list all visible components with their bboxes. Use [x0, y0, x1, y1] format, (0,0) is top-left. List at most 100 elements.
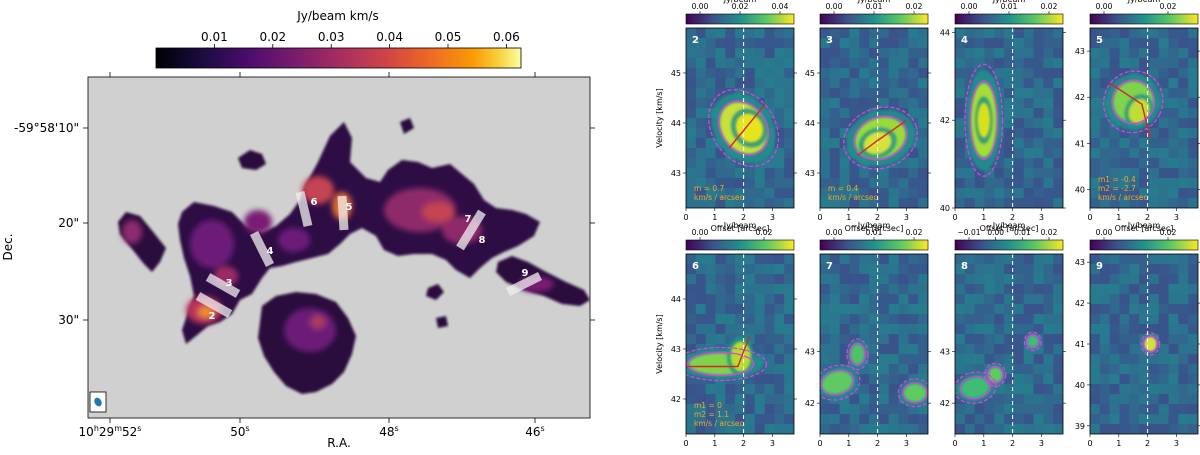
pv-noise-cell	[1090, 294, 1101, 305]
pv-noise-cell	[1119, 58, 1130, 69]
pv-noise-cell	[1168, 314, 1179, 325]
pv-noise-cell	[955, 58, 966, 69]
pv-noise-cell	[898, 364, 909, 375]
pv-noise-cell	[1119, 384, 1130, 395]
emission-clumps	[118, 118, 590, 394]
pv-noise-cell	[829, 264, 841, 275]
pv-noise-cell	[849, 424, 860, 434]
pv-noise-cell	[1013, 324, 1025, 335]
pv-noise-cell	[955, 324, 966, 335]
pv-noise-cell	[764, 68, 775, 79]
pv-noise-cell	[1090, 334, 1101, 345]
pv-noise-cell	[1168, 344, 1179, 355]
pv-noise-cell	[1033, 108, 1044, 119]
pv-noise-cell	[1148, 148, 1160, 159]
pv-noise-cell	[1158, 128, 1170, 139]
pv-noise-cell	[715, 374, 726, 385]
pv-noise-cell	[1023, 88, 1035, 99]
pv-colorbar	[1089, 239, 1199, 251]
pv-noise-cell	[984, 424, 995, 434]
pv-noise-cell	[918, 364, 928, 375]
pv-noise-cell	[829, 168, 841, 179]
pv-contour-inner	[1026, 334, 1040, 349]
pv-noise-cell	[1053, 108, 1063, 119]
pv-noise-cell	[918, 58, 928, 69]
pv-noise-cell	[1013, 334, 1025, 345]
pv-noise-cell	[1158, 168, 1170, 179]
ra-tick-value: 48	[379, 425, 394, 439]
pv-noise-cell	[984, 254, 995, 265]
pv-noise-cell	[705, 168, 716, 179]
pv-noise-cell	[1013, 128, 1025, 139]
pv-noise-cell	[994, 188, 1005, 199]
pv-noise-cell	[1090, 78, 1101, 89]
pv-noise-cell	[695, 188, 707, 199]
pv-noise-cell	[1013, 344, 1025, 355]
pv-noise-cell	[1053, 88, 1063, 99]
pv-noise-cell	[1178, 364, 1189, 375]
pv-noise-cell	[1033, 364, 1044, 375]
pv-noise-cell	[754, 374, 766, 385]
pv-noise-cell	[955, 98, 966, 109]
pv-noise-cell	[869, 404, 880, 415]
pv-noise-cell	[908, 28, 919, 39]
pv-noise-cell	[705, 48, 716, 59]
pv-noise-cell	[1033, 158, 1044, 169]
pv-noise-cell	[1129, 334, 1140, 345]
pv-noise-cell	[1099, 188, 1111, 199]
pv-noise-cell	[715, 334, 726, 345]
pv-noise-cell	[1043, 148, 1054, 159]
pv-xtick-label: 1	[981, 439, 986, 448]
pv-noise-cell	[974, 364, 985, 375]
pv-noise-cell	[744, 334, 756, 345]
pv-noise-cell	[715, 178, 726, 189]
pv-noise-cell	[1148, 414, 1160, 425]
pv-noise-cell	[1004, 58, 1015, 69]
pv-noise-cell	[705, 138, 716, 149]
pv-noise-cell	[898, 324, 909, 335]
pv-noise-cell	[1188, 28, 1198, 39]
pv-noise-cell	[994, 198, 1005, 208]
pv-noise-cell	[744, 304, 756, 315]
pv-noise-cell	[869, 414, 880, 425]
pv-ytick-label: 41	[1075, 139, 1085, 148]
pv-noise-cell	[859, 88, 870, 99]
pv-noise-cell	[1148, 28, 1160, 39]
pv-image	[820, 28, 928, 208]
pv-noise-cell	[1090, 314, 1101, 325]
pv-noise-cell	[964, 158, 976, 169]
pv-noise-cell	[784, 344, 794, 355]
pv-noise-cell	[1053, 178, 1063, 189]
pv-noise-cell	[984, 284, 995, 295]
pv-noise-cell	[1158, 324, 1170, 335]
pv-noise-cell	[1109, 324, 1120, 335]
map-colorbar-tick-label: 0.02	[259, 30, 286, 44]
pv-noise-cell	[1090, 38, 1101, 49]
pv-ytick-label: 43	[940, 348, 950, 357]
pv-noise-cell	[820, 148, 831, 159]
pv-noise-cell	[1148, 48, 1160, 59]
pv-noise-cell	[888, 364, 900, 375]
pv-noise-cell	[1129, 178, 1140, 189]
pv-noise-cell	[1178, 178, 1189, 189]
pv-noise-cell	[820, 394, 831, 405]
pv-noise-cell	[715, 88, 726, 99]
pv-noise-cell	[918, 274, 928, 285]
pv-noise-cell	[784, 188, 794, 199]
pv-noise-cell	[705, 88, 716, 99]
pv-noise-cell	[859, 404, 870, 415]
pv-noise-cell	[1148, 158, 1160, 169]
pv-noise-cell	[1090, 384, 1101, 395]
pv-noise-cell	[1148, 304, 1160, 315]
pv-noise-cell	[725, 274, 736, 285]
pv-noise-cell	[829, 294, 841, 305]
pv-noise-cell	[859, 364, 870, 375]
pv-fit-line	[686, 336, 751, 368]
pv-noise-cell	[1090, 128, 1101, 139]
pv-panel-label: 6	[692, 261, 699, 272]
slice-3	[205, 273, 241, 298]
pv-noise-cell	[774, 138, 785, 149]
pv-noise-cell	[1178, 108, 1189, 119]
pv-noise-cell	[974, 354, 985, 365]
pv-noise-cell	[1148, 68, 1160, 79]
